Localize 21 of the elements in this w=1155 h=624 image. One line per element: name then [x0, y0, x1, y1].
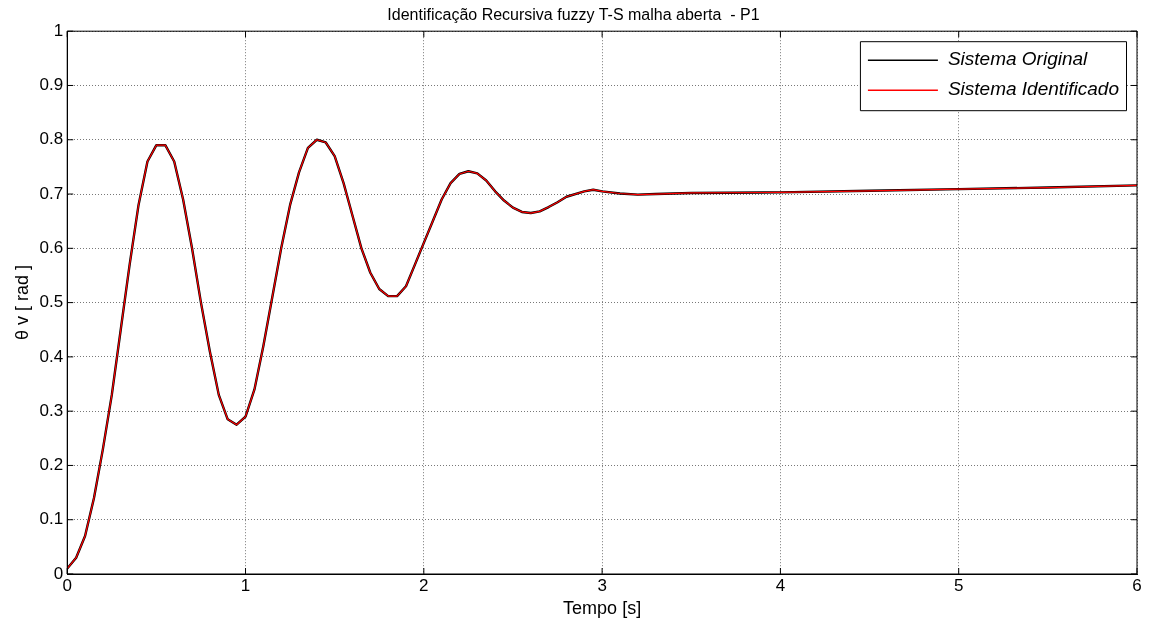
- y-tick-label: 0.3: [39, 400, 64, 420]
- y-tick-label: 0.8: [39, 129, 64, 149]
- legend-label: Sistema Original: [947, 48, 1089, 70]
- legend-label: Sistema Identificado: [947, 78, 1119, 100]
- y-tick-label: 0.9: [39, 75, 64, 95]
- y-tick-label: 0.4: [39, 346, 64, 366]
- x-axis-title: Tempo [s]: [563, 598, 642, 619]
- y-tick-label: 0.6: [39, 238, 64, 258]
- y-tick-label: 0.7: [39, 183, 64, 203]
- chart-title: Identificação Recursiva fuzzy T-S malha aberta - P1: [387, 6, 760, 24]
- x-tick-label: 6: [1132, 575, 1142, 595]
- x-tick-label: 4: [775, 575, 786, 595]
- y-tick-label: 1: [53, 20, 64, 40]
- y-axis-title: θ v [ rad ]: [11, 265, 32, 341]
- x-tick-label: 1: [240, 575, 251, 595]
- y-tick-label: 0.5: [39, 292, 64, 312]
- y-tick-label: 0.2: [39, 455, 64, 475]
- x-tick-label: 3: [597, 575, 607, 595]
- x-tick-label: 2: [419, 575, 429, 595]
- y-tick-label: 0.1: [39, 509, 64, 529]
- x-tick-label: 5: [953, 575, 964, 595]
